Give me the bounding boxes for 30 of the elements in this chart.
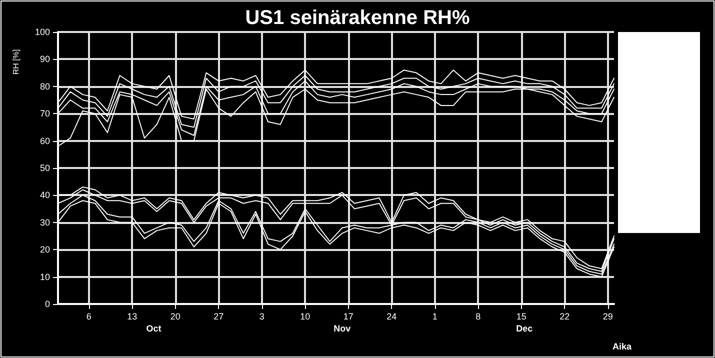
y-tick-label: 10: [40, 272, 50, 282]
x-tick-label: 24: [386, 312, 397, 322]
y-tick-label: 100: [34, 27, 50, 37]
y-tick-label: 30: [40, 217, 50, 228]
y-tick-label: 40: [40, 190, 50, 200]
text: Dec: [516, 324, 533, 334]
x-tick-label: 10: [300, 312, 310, 322]
x-tick-label: 13: [127, 312, 138, 322]
y-tick-label: 0: [44, 299, 50, 309]
x-tick-label: 8: [476, 312, 481, 322]
y-tick-label: 60: [40, 136, 50, 146]
text: Nov: [334, 324, 351, 334]
x-tick-label: 20: [170, 312, 180, 322]
x-tick-label: 27: [214, 312, 224, 322]
y-tick-label: 80: [40, 81, 50, 92]
chart-title: US1 seinärakenne RH%: [245, 7, 470, 29]
y-tick-label: 50: [40, 163, 50, 173]
x-axis-title: Aika: [612, 342, 632, 352]
text: Oct: [146, 324, 162, 334]
y-tick-label: 70: [40, 108, 50, 119]
x-tick-label: 22: [560, 312, 570, 322]
y-tick-label: 20: [40, 244, 50, 255]
x-tick-label: 17: [343, 312, 354, 322]
x-tick-label: 6: [86, 312, 92, 322]
x-tick-label: 1: [432, 312, 438, 322]
x-tick-label: 29: [602, 312, 613, 322]
y-axis-title: RH [%]: [12, 49, 20, 75]
x-tick-label: 3: [259, 312, 264, 322]
x-tick-label: 15: [516, 312, 526, 322]
y-tick-label: 90: [40, 54, 50, 64]
